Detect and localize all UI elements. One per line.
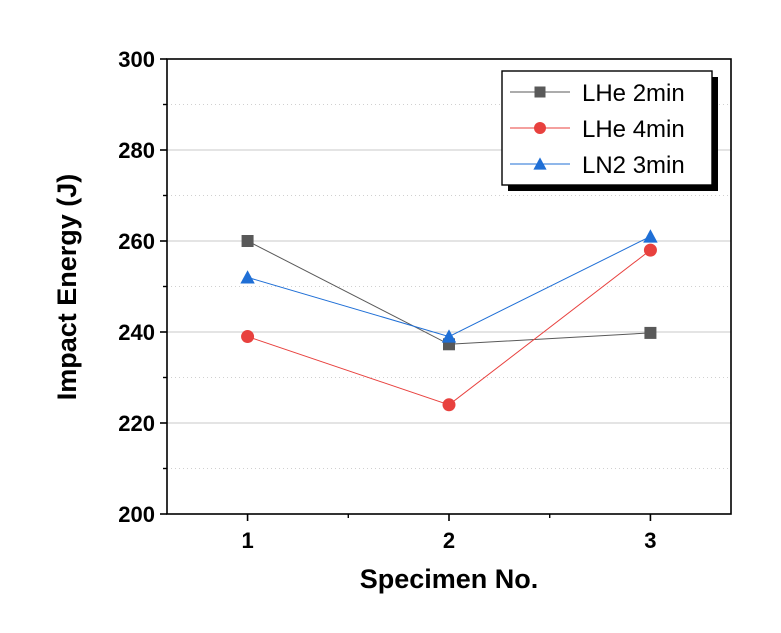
data-point <box>441 329 457 343</box>
data-point <box>241 235 254 247</box>
legend-marker <box>534 86 546 98</box>
series-square <box>241 235 657 351</box>
y-tick-label: 280 <box>118 138 155 163</box>
x-tick-label: 1 <box>241 528 253 553</box>
x-axis-title: Specimen No. <box>360 564 539 594</box>
legend-marker <box>534 122 546 134</box>
data-point <box>644 326 657 339</box>
y-tick-label: 220 <box>118 411 155 436</box>
legend: LHe 2min LHe 4min LN2 3min <box>501 70 718 191</box>
data-point <box>241 330 255 344</box>
axes-layer: 200 220 240 260 280 300 1 2 3 <box>118 47 732 553</box>
legend-marker <box>533 157 547 170</box>
data-point <box>442 398 456 412</box>
series-circle <box>241 243 657 412</box>
x-tick-label: 2 <box>443 528 455 553</box>
series-layer <box>240 229 658 412</box>
series-line <box>247 249 651 406</box>
data-point <box>643 229 658 243</box>
y-tick-label: 260 <box>118 229 155 254</box>
data-point <box>643 243 657 257</box>
legend-label: LN2 3min <box>582 152 685 179</box>
y-tick-label: 300 <box>118 47 155 72</box>
series-line <box>247 240 651 345</box>
series-triangle <box>240 229 658 343</box>
data-point <box>240 270 255 284</box>
x-tick-label: 3 <box>644 528 656 553</box>
legend-label: LHe 4min <box>582 116 685 143</box>
y-tick-label: 200 <box>118 502 155 527</box>
y-tick-label: 240 <box>118 320 155 345</box>
legend-label: LHe 2min <box>582 80 685 107</box>
y-axis-title: Impact Energy (J) <box>52 174 82 401</box>
